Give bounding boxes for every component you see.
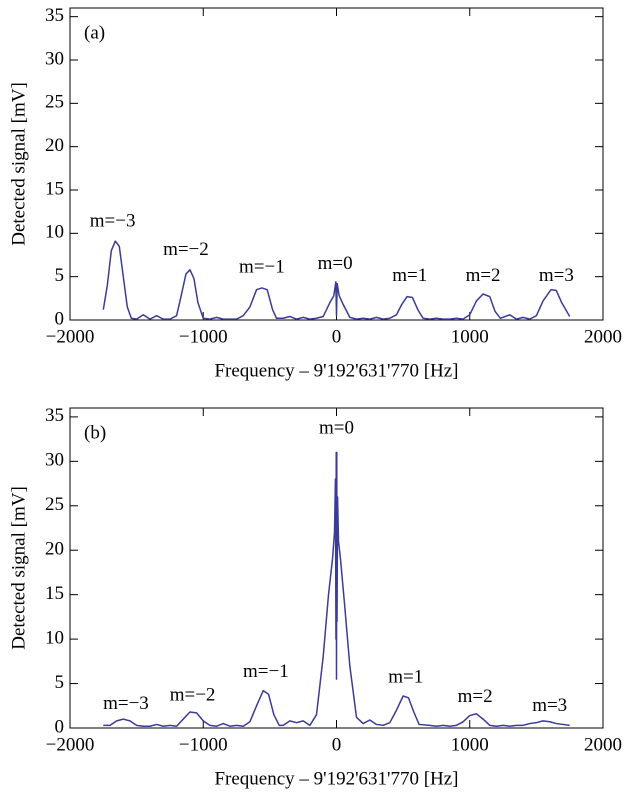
- peak-annotation: m=−2: [163, 239, 209, 260]
- panel: 0 5 10 15 20 25 30 35 −2000 −1000 0 1000 2000 m=−3 m=−…: [8, 5, 622, 381]
- y-tick-label: 35: [45, 405, 64, 426]
- y-tick-label: 25: [45, 494, 64, 515]
- panel: 0 5 10 15 20 25 30 35 −2000 −1000 0 1000 2000 m=−3 m=−…: [8, 405, 622, 789]
- x-tick-label: 1000: [451, 326, 489, 347]
- y-tick-label: 20: [45, 539, 64, 560]
- panel-label: (a): [84, 22, 105, 43]
- plot-frame: [69, 407, 604, 729]
- signal-line: [103, 451, 570, 727]
- x-tick-label: 1000: [451, 734, 489, 755]
- peak-annotation: m=0: [318, 253, 353, 274]
- peak-annotation: m=−3: [90, 210, 136, 231]
- peak-annotation: m=−1: [239, 256, 285, 277]
- x-axis-label: Frequency – 9'192'631'770 [Hz]: [214, 360, 458, 381]
- peak-annotation: m=0: [319, 418, 354, 439]
- y-tick-label: 15: [45, 583, 64, 604]
- x-tick-label: 2000: [584, 326, 622, 347]
- y-tick-label: 10: [45, 627, 64, 648]
- y-tick-label: 5: [55, 672, 65, 693]
- peak-annotation: m=−1: [243, 661, 289, 682]
- y-tick-label: 20: [45, 135, 64, 156]
- x-tick-label: −2000: [46, 326, 95, 347]
- peak-annotation: m=1: [388, 667, 423, 688]
- signal-line: [102, 240, 571, 320]
- y-tick-label: 10: [45, 222, 64, 243]
- x-tick-label: 0: [332, 734, 342, 755]
- x-tick-label: −1000: [179, 326, 228, 347]
- peak-annotation: m=2: [458, 686, 493, 707]
- peak-annotation: m=2: [466, 265, 501, 286]
- y-axis-label: Detected signal [mV]: [8, 486, 29, 650]
- peak-annotation: m=−3: [103, 693, 149, 714]
- x-tick-label: −1000: [179, 734, 228, 755]
- x-tick-label: 0: [332, 326, 342, 347]
- peak-annotation: m=3: [539, 265, 574, 286]
- x-axis-label: Frequency – 9'192'631'770 [Hz]: [214, 768, 458, 789]
- y-tick-label: 5: [55, 265, 65, 286]
- y-tick-label: 30: [45, 48, 64, 69]
- y-tick-label: 30: [45, 450, 64, 471]
- panel-label: (b): [84, 422, 106, 443]
- y-tick-label: 15: [45, 178, 64, 199]
- y-tick-label: 25: [45, 92, 64, 113]
- peak-annotation: m=3: [532, 695, 567, 716]
- y-tick-label: 35: [45, 5, 64, 26]
- plot-frame: [69, 7, 604, 321]
- y-tick-label: 0: [55, 716, 65, 737]
- x-tick-label: 2000: [584, 734, 622, 755]
- x-tick-label: −2000: [46, 734, 95, 755]
- y-axis-label: Detected signal [mV]: [8, 82, 29, 246]
- peak-annotation: m=1: [392, 265, 427, 286]
- y-tick-label: 0: [55, 308, 65, 329]
- peak-annotation: m=−2: [170, 684, 216, 705]
